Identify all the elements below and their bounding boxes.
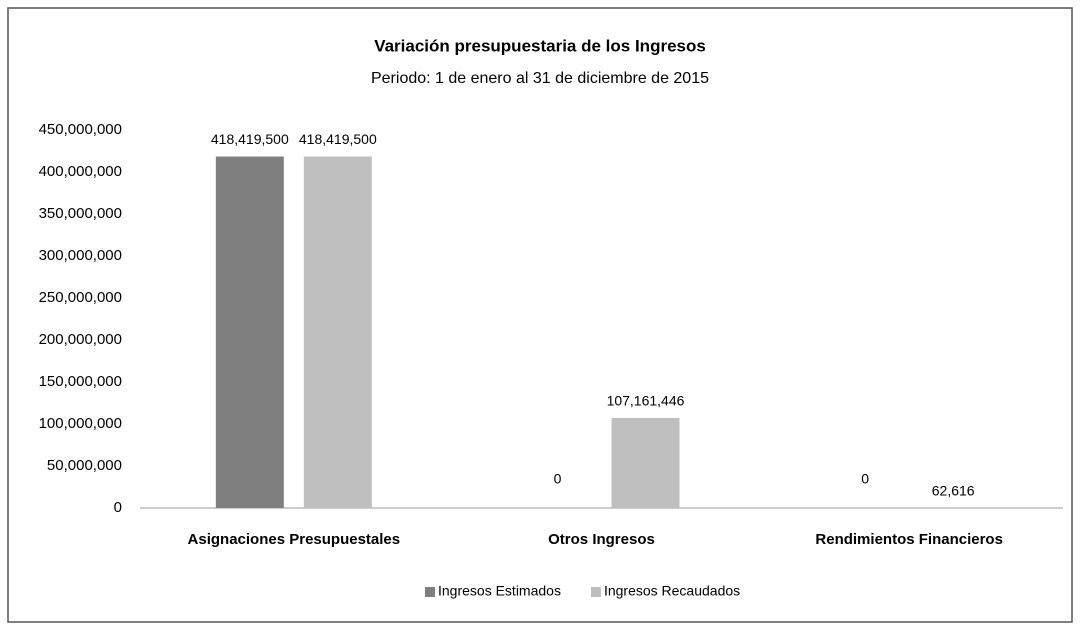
y-tick-label: 400,000,000 bbox=[39, 163, 122, 180]
y-tick-label: 450,000,000 bbox=[39, 121, 122, 138]
legend-swatch bbox=[590, 587, 601, 597]
y-tick-label: 100,000,000 bbox=[39, 415, 122, 432]
x-tick-label: Rendimientos Financieros bbox=[815, 531, 1003, 548]
y-tick-label: 250,000,000 bbox=[39, 289, 122, 306]
y-tick-label: 300,000,000 bbox=[39, 247, 122, 264]
y-tick-label: 0 bbox=[114, 499, 122, 516]
bar bbox=[215, 156, 284, 508]
y-tick-label: 50,000,000 bbox=[47, 457, 122, 474]
chart-title: Variación presupuestaria de los Ingresos bbox=[374, 36, 706, 55]
x-tick-label: Asignaciones Presupuestales bbox=[188, 531, 401, 548]
chart-subtitle: Periodo: 1 de enero al 31 de diciembre d… bbox=[371, 70, 709, 87]
bar bbox=[611, 417, 680, 508]
chart-border bbox=[7, 7, 1073, 623]
x-tick-label: Otros Ingresos bbox=[548, 531, 655, 548]
bar bbox=[303, 156, 372, 508]
y-tick-label: 200,000,000 bbox=[39, 331, 122, 348]
value-label: 418,419,500 bbox=[299, 131, 377, 147]
y-tick-label: 150,000,000 bbox=[39, 373, 122, 390]
y-tick-label: 350,000,000 bbox=[39, 205, 122, 222]
value-label: 0 bbox=[861, 471, 869, 487]
legend-swatch bbox=[425, 587, 435, 597]
legend-label: Ingresos Estimados bbox=[438, 583, 561, 599]
value-label: 62,616 bbox=[932, 483, 975, 499]
value-label: 107,161,446 bbox=[607, 393, 685, 409]
legend-label: Ingresos Recaudados bbox=[604, 583, 740, 599]
value-label: 418,419,500 bbox=[211, 131, 289, 147]
value-label: 0 bbox=[554, 471, 562, 487]
